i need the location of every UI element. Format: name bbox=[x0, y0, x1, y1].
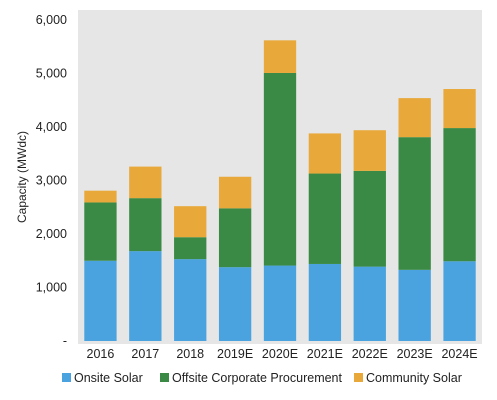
legend-label-0: Onsite Solar bbox=[74, 371, 143, 385]
legend-swatch-1 bbox=[160, 373, 169, 382]
bar-2020E-series-2 bbox=[263, 40, 297, 73]
bar-2024E-series-0 bbox=[443, 261, 476, 341]
y-axis-ticks: - 1,000 2,000 3,000 4,000 5,000 6,000 bbox=[36, 13, 67, 348]
bar-2020E-series-0 bbox=[263, 265, 297, 341]
y-tick-label-3: 3,000 bbox=[36, 174, 67, 188]
y-tick-label-0: - bbox=[63, 334, 67, 348]
legend-label-2: Community Solar bbox=[366, 371, 462, 385]
bar-2022E-series-1 bbox=[353, 170, 386, 267]
y-tick-label-5: 5,000 bbox=[36, 67, 67, 81]
bar-2019E-series-1 bbox=[218, 208, 252, 268]
bar-2017-series-2 bbox=[129, 166, 162, 199]
bar-2019E-series-0 bbox=[218, 267, 252, 341]
y-tick-label-1: 1,000 bbox=[36, 281, 67, 295]
bar-2016-series-1 bbox=[84, 202, 117, 261]
y-tick-label-6: 6,000 bbox=[36, 13, 67, 27]
bar-2018-series-1 bbox=[174, 237, 207, 260]
bars bbox=[84, 40, 476, 341]
x-tick-label-4: 2020E bbox=[262, 347, 298, 361]
legend-label-1: Offsite Corporate Procurement bbox=[172, 371, 343, 385]
x-tick-label-0: 2016 bbox=[87, 347, 115, 361]
bar-2020E-series-1 bbox=[263, 72, 297, 266]
x-tick-label-6: 2022E bbox=[352, 347, 388, 361]
x-tick-label-5: 2021E bbox=[307, 347, 343, 361]
x-tick-label-2: 2018 bbox=[176, 347, 204, 361]
bar-2021E-series-1 bbox=[308, 173, 342, 264]
bar-2018-series-0 bbox=[174, 259, 207, 341]
bar-2018-series-2 bbox=[174, 206, 207, 238]
bar-2023E-series-0 bbox=[398, 269, 431, 341]
bar-2024E-series-2 bbox=[443, 89, 476, 129]
bar-2021E-series-0 bbox=[308, 263, 342, 341]
legend-swatch-2 bbox=[354, 373, 363, 382]
legend: Onsite Solar Offsite Corporate Procuremen… bbox=[62, 371, 462, 385]
bar-2016-series-0 bbox=[84, 260, 117, 341]
bar-2024E-series-1 bbox=[443, 128, 476, 262]
bar-2016-series-2 bbox=[84, 190, 117, 203]
y-axis-title: Capacity (MWdc) bbox=[15, 131, 29, 223]
x-tick-label-1: 2017 bbox=[131, 347, 159, 361]
bar-2017-series-1 bbox=[129, 198, 162, 252]
y-tick-label-2: 2,000 bbox=[36, 227, 67, 241]
bar-2017-series-0 bbox=[129, 251, 162, 341]
y-tick-label-4: 4,000 bbox=[36, 120, 67, 134]
bar-2023E-series-2 bbox=[398, 98, 431, 138]
x-tick-label-8: 2024E bbox=[441, 347, 477, 361]
bar-2021E-series-2 bbox=[308, 133, 342, 174]
bar-2022E-series-0 bbox=[353, 266, 386, 341]
legend-swatch-0 bbox=[62, 373, 71, 382]
x-axis-ticks: 2016 2017 2018 2019E 2020E 2021E 2022E 2023E 202… bbox=[87, 347, 478, 361]
bar-2019E-series-2 bbox=[218, 176, 252, 209]
x-tick-label-3: 2019E bbox=[217, 347, 253, 361]
x-tick-label-7: 2023E bbox=[397, 347, 433, 361]
bar-2023E-series-1 bbox=[398, 137, 431, 270]
bar-2022E-series-2 bbox=[353, 130, 386, 171]
